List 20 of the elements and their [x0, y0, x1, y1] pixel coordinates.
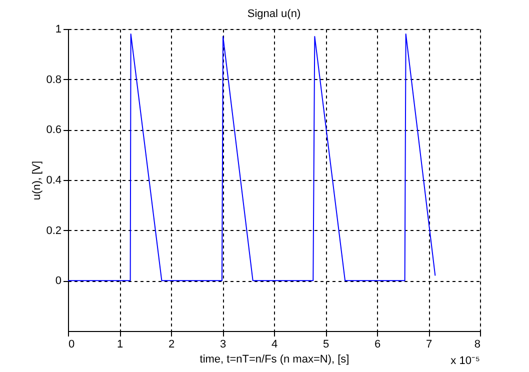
y-tick-label: 1: [55, 24, 62, 36]
x-tick-label: 2: [168, 338, 175, 350]
y-tick-label: 0.8: [46, 74, 62, 86]
y-tick-label: 0.6: [46, 124, 62, 136]
y-axis-title: u(n), [V]: [31, 160, 44, 200]
x-tick-label: 4: [271, 338, 278, 350]
x-tick-label: 5: [322, 338, 330, 350]
text: x 10⁻⁵: [450, 355, 480, 367]
x-tick-label: 0: [68, 338, 75, 350]
line-series: [68, 34, 436, 282]
chart-title: Signal u(n): [247, 8, 301, 20]
x-tick-label: 6: [374, 338, 381, 350]
x-tick-label: 7: [426, 338, 432, 350]
x-tick-label: 3: [220, 338, 226, 350]
x-tick-label: 1: [116, 338, 124, 350]
y-tick-label: 0.2: [46, 224, 62, 237]
x-axis-title: time, t=nT=n/Fs (n max=N), [s]: [200, 354, 350, 366]
y-tick-label: 0: [55, 275, 62, 288]
y-tick-label: 0.4: [46, 174, 62, 186]
x-tick-label: 8: [474, 338, 480, 350]
